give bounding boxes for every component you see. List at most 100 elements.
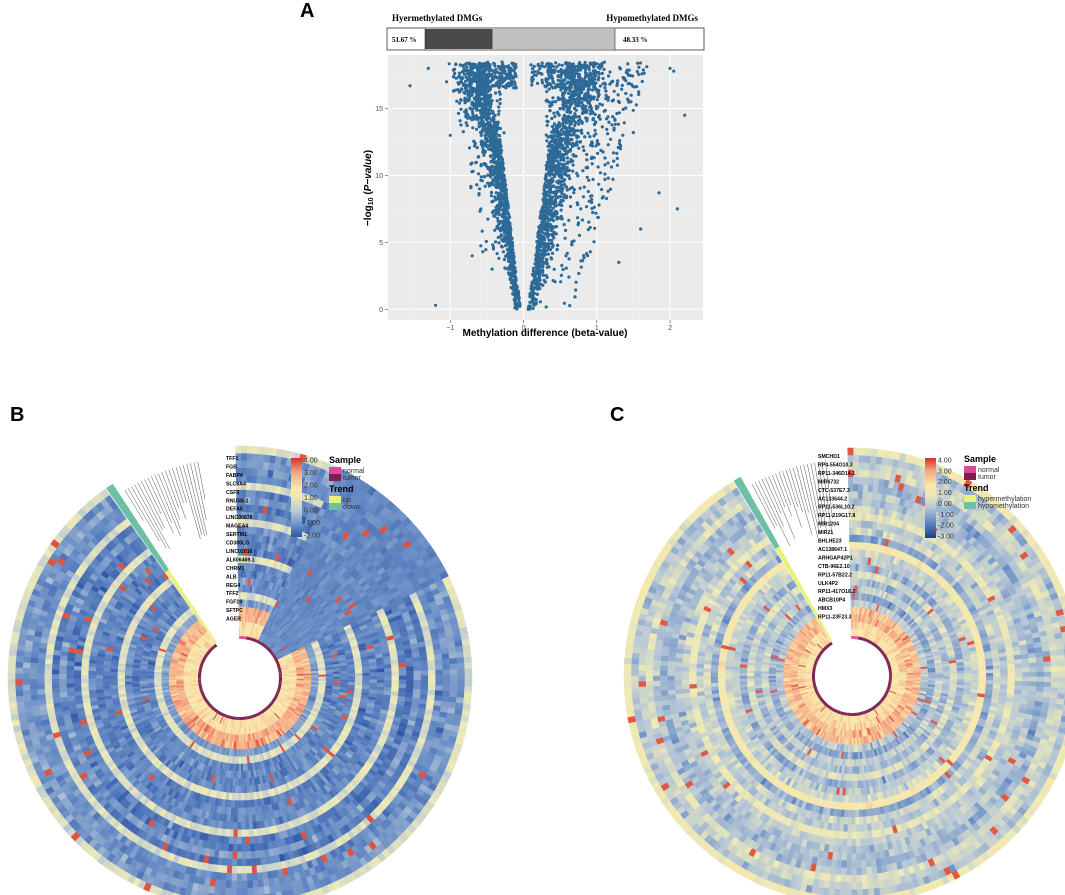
data-point [615,151,619,155]
data-point [539,259,543,263]
data-point [624,106,628,110]
data-point [586,189,590,194]
data-point [452,67,457,71]
data-point [588,112,592,116]
bar-hypo-fill [492,29,615,49]
data-point [596,215,600,219]
data-point [560,146,564,151]
data-point [490,267,494,271]
data-point [558,195,563,199]
data-point [548,197,552,201]
data-point [586,74,590,78]
data-point-outlier [668,66,672,70]
data-point [470,118,474,122]
data-point [547,100,551,104]
data-point [551,96,555,100]
data-point [581,145,585,149]
data-point [559,158,563,162]
data-point [582,148,586,153]
data-point [483,137,488,141]
data-point [545,123,549,127]
data-point [488,154,493,158]
data-point [551,64,556,68]
data-point [465,65,469,69]
data-point [615,111,619,116]
data-point [497,147,502,151]
data-point [509,249,513,253]
data-point [553,199,557,203]
data-point [585,64,589,68]
data-point [583,60,587,65]
data-point [495,81,499,85]
data-point [564,196,569,200]
data-point [540,61,544,65]
data-point [594,211,598,215]
data-point [563,78,567,82]
data-point [477,192,481,196]
data-point [472,103,476,107]
data-point [535,256,539,261]
data-point [635,85,639,89]
data-point [495,252,499,256]
data-point [616,99,621,103]
data-point [558,107,562,111]
data-point [504,244,508,248]
data-point [603,156,607,160]
data-point [552,111,556,115]
data-point [458,63,462,67]
data-point [551,206,555,210]
heatmap-cell [245,489,252,498]
data-point [559,174,563,178]
data-point [486,111,490,116]
data-point [576,69,580,73]
data-point [552,236,556,240]
data-point [490,136,495,141]
data-point [479,79,484,83]
data-point [499,151,503,155]
data-point [568,187,572,191]
data-point [560,187,564,191]
data-point [559,79,563,83]
data-point [606,115,610,119]
data-point [613,118,617,122]
data-point [545,90,549,94]
data-point [477,125,481,129]
data-point [553,100,558,104]
data-point [554,170,558,174]
data-point [500,80,505,84]
data-point [594,70,598,74]
data-point [604,93,608,97]
data-point [496,235,500,240]
data-point [466,72,470,76]
data-point [508,222,512,226]
y-axis-title-subscript: 10 [368,197,375,205]
data-point [560,144,565,148]
data-point [512,261,516,265]
data-point [564,88,568,92]
data-point [547,238,551,242]
data-point [588,96,593,100]
panel-label-b: B [10,404,24,426]
data-point [465,68,470,73]
data-point [568,304,572,308]
data-point [490,84,494,88]
data-point [550,238,554,242]
data-point [615,156,619,160]
data-point [547,141,552,145]
data-point-outlier [672,69,676,73]
data-point [536,231,540,235]
data-point [612,159,616,163]
data-point [511,272,515,276]
data-point [553,69,557,73]
data-point [502,131,506,135]
data-point [567,130,571,134]
data-point [480,139,484,143]
data-point [554,196,558,200]
data-point [531,306,535,310]
data-point [508,238,512,242]
data-point [564,61,568,66]
data-point [487,167,491,171]
data-point [629,93,633,97]
data-point [478,99,482,103]
